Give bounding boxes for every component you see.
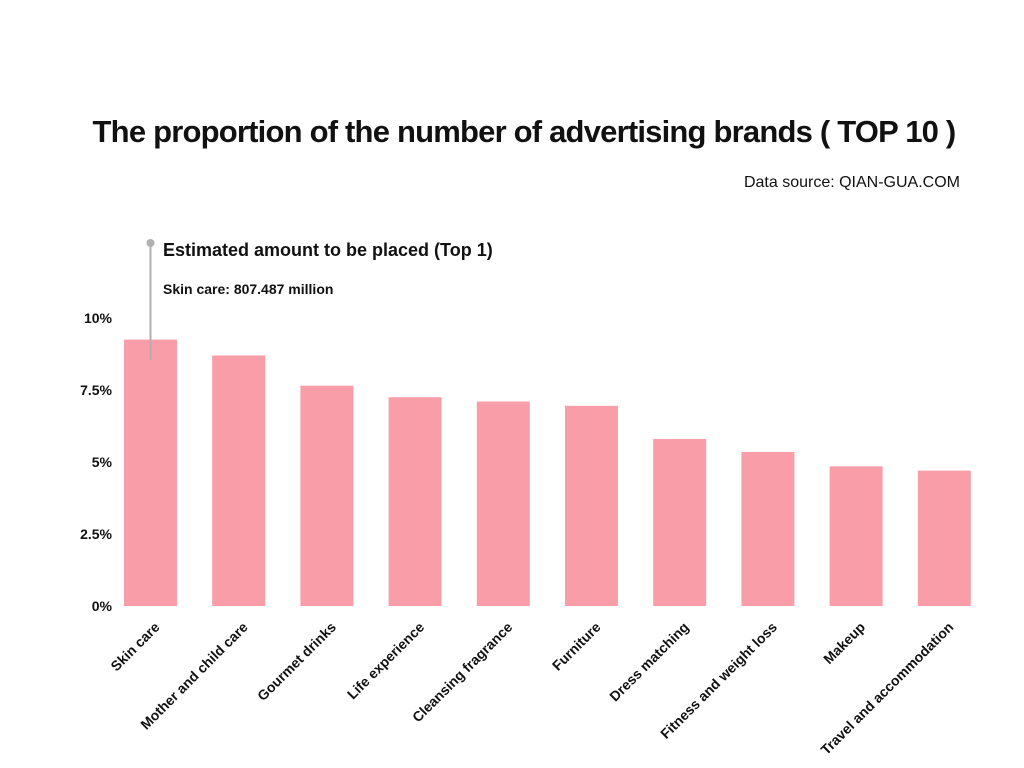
x-category-label: Life experience — [344, 619, 428, 703]
annotation-marker-dot — [146, 239, 155, 247]
bar — [917, 470, 971, 606]
bar — [124, 339, 177, 606]
bar — [300, 385, 354, 606]
bar — [476, 401, 530, 606]
x-category-label: Gourmet drinks — [254, 619, 339, 704]
bar — [829, 466, 883, 606]
y-tick-label: 7.5% — [80, 382, 112, 398]
annotation-title: Estimated amount to be placed (Top 1) — [163, 240, 493, 260]
chart-title: The proportion of the number of advertis… — [92, 114, 957, 149]
y-tick-label: 10% — [84, 310, 113, 326]
bar — [212, 355, 266, 606]
bar — [741, 451, 795, 606]
x-category-label: Furniture — [549, 619, 604, 674]
bar — [388, 397, 442, 606]
annotation-text: Skin care: 807.487 million — [163, 281, 334, 297]
x-category-label: Cleansing fragrance — [409, 619, 516, 726]
data-source: Data source: QIAN-GUA.COM — [743, 174, 960, 191]
bar — [565, 405, 618, 606]
y-tick-label: 0% — [92, 598, 113, 614]
x-category-label: Dress matching — [606, 619, 692, 705]
bar — [653, 438, 707, 606]
y-tick-label: 2.5% — [80, 526, 112, 542]
x-category-label: Skin care — [107, 619, 162, 674]
y-tick-label: 5% — [92, 454, 113, 470]
x-category-label: Makeup — [820, 619, 868, 667]
